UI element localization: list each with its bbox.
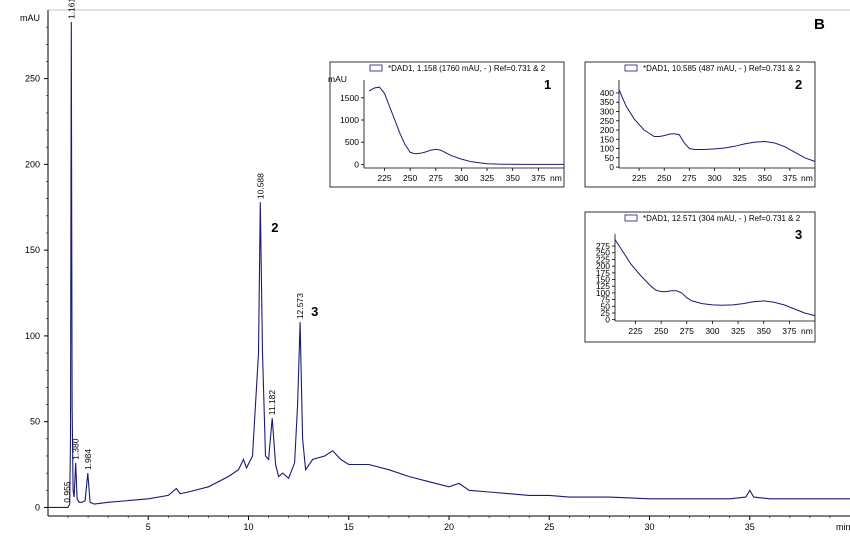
x-tick-label: 35 <box>745 522 755 532</box>
y-tick-label: 250 <box>25 74 40 84</box>
inset-y-tick-label: 25 <box>601 308 611 318</box>
inset-x-tick-label: 275 <box>682 173 696 183</box>
legend-swatch <box>624 64 638 72</box>
inset-y-tick-label: 250 <box>600 116 614 126</box>
inset-y-tick-label: 100 <box>596 288 610 298</box>
uv-spectrum-inset-1: *DAD1, 1.158 (1760 mAU, - ) Ref=0.731 & … <box>328 61 565 188</box>
peak-retention-label: 1.984 <box>83 449 93 471</box>
inset-y-tick-label: 0 <box>609 162 614 172</box>
peak-retention-label: 1.161 <box>66 0 76 19</box>
peak-retention-label: 12.573 <box>295 293 305 319</box>
inset-legend-text: *DAD1, 12.571 (304 mAU, - ) Ref=0.731 & … <box>643 214 801 223</box>
y-axis-label: mAU <box>20 13 40 23</box>
uv-spectrum-trace <box>368 86 564 165</box>
inset-x-tick-label: 225 <box>632 173 646 183</box>
inset-peak-number: 1 <box>544 77 551 92</box>
inset-x-tick-label: 325 <box>731 326 745 336</box>
uv-spectrum-inset-3: *DAD1, 12.571 (304 mAU, - ) Ref=0.731 & … <box>584 211 816 343</box>
inset-frame <box>329 61 565 188</box>
inset-x-tick-label: 300 <box>454 173 468 183</box>
inset-y-tick-label: 0 <box>354 159 359 169</box>
inset-y-axis-label: mAU <box>328 74 347 84</box>
uv-spectrum-inset-2: *DAD1, 10.585 (487 mAU, - ) Ref=0.731 & … <box>584 61 816 188</box>
inset-x-tick-label: 375 <box>782 326 796 336</box>
inset-x-tick-label: 325 <box>733 173 747 183</box>
inset-x-tick-label: 350 <box>757 326 771 336</box>
inset-frame <box>584 211 816 343</box>
y-tick-label: 150 <box>25 245 40 255</box>
inset-legend-text: *DAD1, 1.158 (1760 mAU, - ) Ref=0.731 & … <box>388 64 546 73</box>
inset-x-tick-label: 350 <box>506 173 520 183</box>
inset-x-tick-label: 300 <box>705 326 719 336</box>
uv-spectrum-trace <box>618 89 816 162</box>
legend-swatch <box>624 214 638 222</box>
inset-x-tick-label: 325 <box>480 173 494 183</box>
inset-x-axis-unit: nm <box>550 173 562 183</box>
inset-x-tick-label: 250 <box>657 173 671 183</box>
inset-x-tick-label: 300 <box>707 173 721 183</box>
x-tick-label: 15 <box>344 522 354 532</box>
x-tick-label: 10 <box>243 522 253 532</box>
inset-x-tick-label: 250 <box>403 173 417 183</box>
inset-x-tick-label: 225 <box>628 326 642 336</box>
inset-y-tick-label: 50 <box>601 301 611 311</box>
x-tick-label: 25 <box>544 522 554 532</box>
panel-letter: B <box>814 16 825 33</box>
inset-y-tick-label: 50 <box>605 153 615 163</box>
inset-peak-number: 3 <box>795 227 802 242</box>
inset-y-tick-label: 500 <box>345 137 359 147</box>
inset-x-tick-label: 375 <box>783 173 797 183</box>
inset-y-tick-label: 200 <box>600 125 614 135</box>
peak-retention-label: 11.182 <box>267 390 277 416</box>
x-tick-label: 30 <box>644 522 654 532</box>
inset-y-tick-label: 1000 <box>340 115 359 125</box>
y-tick-label: 0 <box>35 502 40 512</box>
inset-y-tick-label: 100 <box>600 144 614 154</box>
inset-y-tick-label: 225 <box>596 254 610 264</box>
x-axis-unit: min <box>836 522 850 532</box>
inset-y-tick-label: 350 <box>600 97 614 107</box>
y-tick-label: 200 <box>25 159 40 169</box>
inset-x-tick-label: 275 <box>429 173 443 183</box>
inset-x-tick-label: 375 <box>531 173 545 183</box>
inset-x-tick-label: 275 <box>680 326 694 336</box>
peak-number: 2 <box>271 220 278 235</box>
chromatogram-trace <box>48 21 850 508</box>
x-tick-label: 5 <box>146 522 151 532</box>
inset-x-tick-label: 250 <box>654 326 668 336</box>
inset-y-tick-label: 300 <box>600 106 614 116</box>
inset-y-tick-label: 150 <box>596 275 610 285</box>
uv-spectrum-trace <box>614 239 816 317</box>
inset-y-tick-label: 0 <box>605 315 610 325</box>
inset-y-tick-label: 250 <box>596 248 610 258</box>
inset-x-tick-label: 225 <box>377 173 391 183</box>
inset-y-tick-label: 275 <box>596 241 610 251</box>
inset-x-axis-unit: nm <box>801 326 813 336</box>
inset-y-tick-label: 175 <box>596 268 610 278</box>
legend-swatch <box>369 64 383 72</box>
inset-y-tick-label: 150 <box>600 134 614 144</box>
inset-frame <box>584 61 816 188</box>
peak-retention-label: 0.955 <box>62 481 72 503</box>
inset-y-tick-label: 75 <box>601 295 611 305</box>
x-tick-label: 20 <box>444 522 454 532</box>
inset-y-tick-label: 1500 <box>340 93 359 103</box>
peak-retention-label: 1.380 <box>71 438 81 460</box>
peak-number: 3 <box>311 304 318 319</box>
y-tick-label: 100 <box>25 331 40 341</box>
inset-x-axis-unit: nm <box>801 173 813 183</box>
inset-x-tick-label: 350 <box>758 173 772 183</box>
inset-peak-number: 2 <box>795 77 802 92</box>
inset-y-tick-label: 200 <box>596 261 610 271</box>
peak-retention-label: 10.588 <box>255 173 265 199</box>
inset-y-tick-label: 400 <box>600 88 614 98</box>
y-tick-label: 50 <box>30 417 40 427</box>
inset-legend-text: *DAD1, 10.585 (487 mAU, - ) Ref=0.731 & … <box>643 64 801 73</box>
inset-y-tick-label: 125 <box>596 281 610 291</box>
